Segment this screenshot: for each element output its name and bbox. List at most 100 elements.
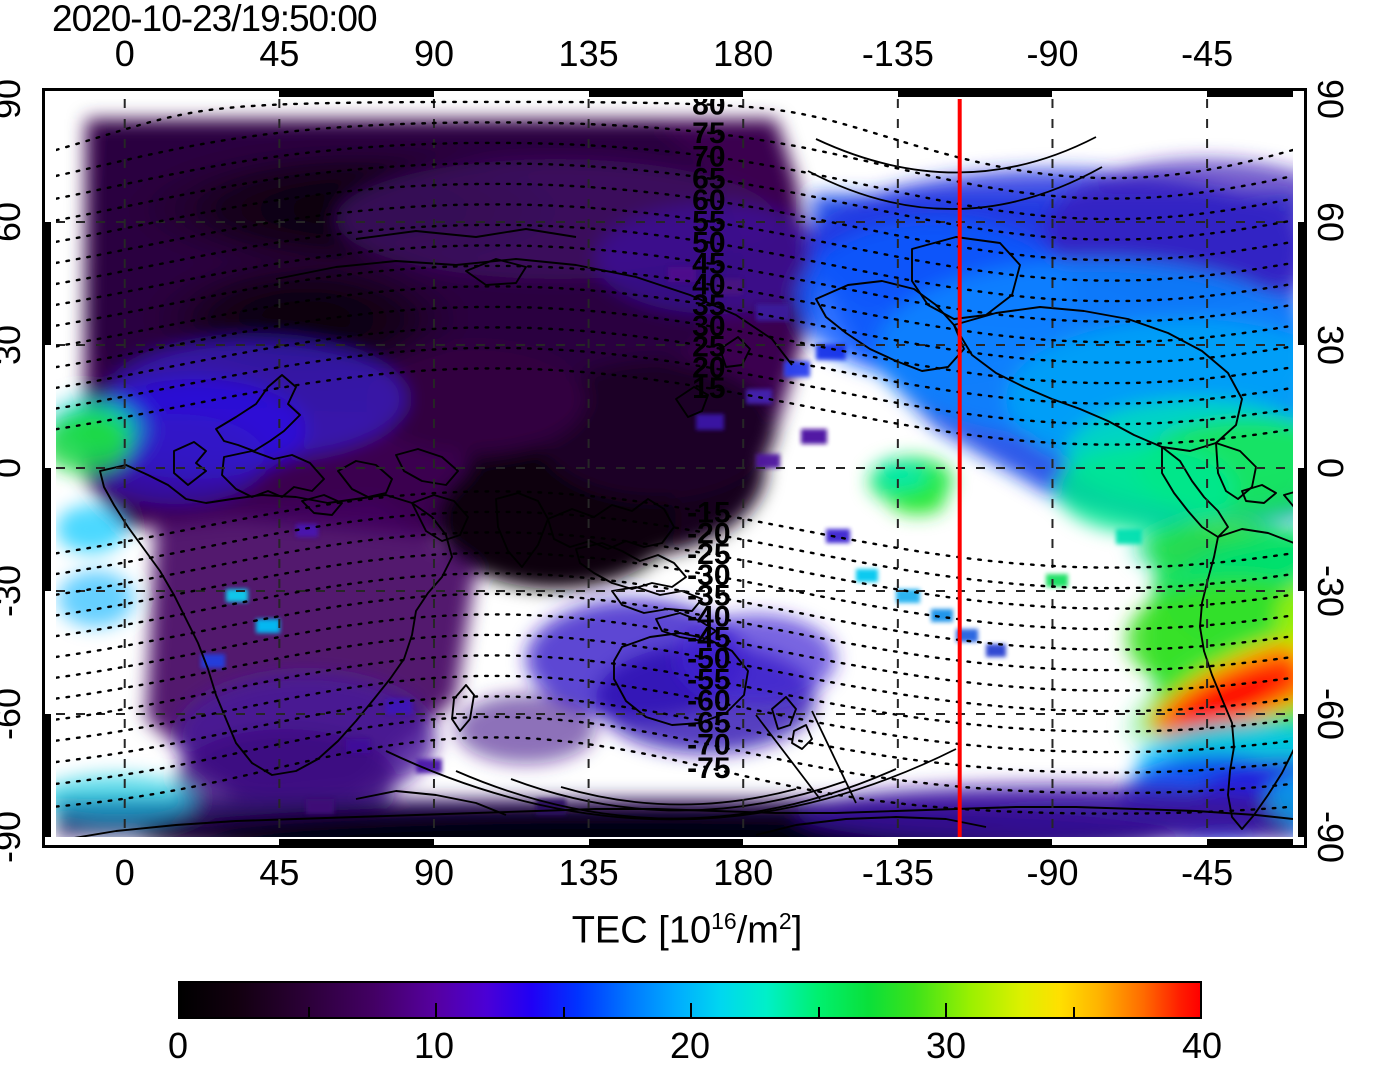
magnetic-contour-label: -70 xyxy=(687,728,730,761)
lon-tick-label-bot: 0 xyxy=(114,852,135,893)
magnetic-contour-label: -20 xyxy=(687,517,730,550)
lon-tick-label-bot: 180 xyxy=(713,852,774,893)
colorbar-major-tick xyxy=(945,1003,947,1017)
colorbar-minor-tick xyxy=(307,1007,310,1017)
magnetic-contour-label: 80 xyxy=(692,99,725,122)
magnetic-contour-label: -35 xyxy=(687,580,730,613)
magnetic-contour-label: 20 xyxy=(692,351,725,384)
lat-tick-label-left: -60 xyxy=(0,687,28,741)
colorbar-minor-tick xyxy=(1072,1007,1075,1017)
geographic-grid xyxy=(56,99,1293,837)
lon-tick-label-bot: 45 xyxy=(259,852,300,893)
axis-tick-band xyxy=(1207,839,1293,848)
coastlines xyxy=(74,228,1293,837)
magnetic-latitude-contours xyxy=(56,100,1293,815)
magnetic-contour-label: 60 xyxy=(692,184,725,217)
axis-tick-band xyxy=(42,714,51,837)
lat-tick-label-left: 0 xyxy=(0,458,28,478)
lon-tick-label-bot: 90 xyxy=(413,852,454,893)
axis-tick-band xyxy=(1298,222,1307,345)
colorbar-tick-label: 10 xyxy=(413,1025,455,1066)
colorbar-tick-label: 40 xyxy=(1181,1025,1223,1066)
axis-tick-band xyxy=(897,88,1053,97)
magnetic-contour-label: -45 xyxy=(687,621,730,654)
colorbar-axis-label: TEC [1016/m2] xyxy=(572,908,803,953)
colorbar-minor-tick xyxy=(562,1007,565,1017)
axis-tick-band xyxy=(279,839,434,848)
axis-tick-band xyxy=(897,839,1053,848)
lon-tick-label-top: -45 xyxy=(1181,33,1234,74)
axis-tick-band xyxy=(1207,88,1293,97)
lat-tick-label-right: -90 xyxy=(1310,810,1351,864)
map-plot-container: 80 75 70 65 60 55 50 45 40 35 30 25 20 15 -15 -20 -25 -30… xyxy=(42,88,1307,848)
magnetic-contour-label: -30 xyxy=(687,559,730,592)
lon-tick-label-top: 45 xyxy=(259,33,300,74)
lat-tick-label-right: 90 xyxy=(1310,78,1351,120)
magnetic-contour-label: 30 xyxy=(692,310,725,343)
colorbar-label-exponent: 16 xyxy=(711,908,737,934)
lon-tick-label-bot: -90 xyxy=(1026,852,1079,893)
axis-tick-band xyxy=(42,222,51,345)
magnetic-contour-label: 40 xyxy=(692,268,725,301)
colorbar-tick-label: 20 xyxy=(669,1025,711,1066)
colorbar-major-tick xyxy=(435,1003,437,1017)
lon-tick-label-bot: 135 xyxy=(558,852,619,893)
lon-tick-label-top: -90 xyxy=(1026,33,1079,74)
magnetic-contour-label: -75 xyxy=(687,752,730,785)
lat-tick-label-left: 90 xyxy=(0,78,28,120)
magnetic-contour-label: 25 xyxy=(692,331,725,364)
lon-tick-label-top: 90 xyxy=(413,33,454,74)
lon-tick-label-top: 180 xyxy=(713,33,774,74)
magnetic-contour-label: -50 xyxy=(687,642,730,675)
lat-tick-label-right: 60 xyxy=(1310,201,1351,243)
magnetic-contour-label: 70 xyxy=(692,140,725,173)
map-plot-area[interactable]: 80 75 70 65 60 55 50 45 40 35 30 25 20 15 -15 -20 -25 -30… xyxy=(56,99,1293,837)
axis-tick-band xyxy=(588,88,744,97)
magnetic-contour-label: -40 xyxy=(687,600,730,633)
lon-tick-label-bot: -45 xyxy=(1181,852,1234,893)
magnetic-contour-label: -25 xyxy=(687,538,730,571)
lat-tick-label-right: 30 xyxy=(1310,324,1351,366)
magnetic-contour-label: 45 xyxy=(692,247,725,280)
magnetic-contour-label: -65 xyxy=(687,706,730,739)
axis-tick-band xyxy=(588,839,744,848)
axis-tick-band xyxy=(1298,468,1307,591)
magnetic-contour-label: 75 xyxy=(692,117,725,150)
colorbar-label-prefix: TEC [10 xyxy=(571,909,712,952)
lat-tick-label-left: 60 xyxy=(0,201,28,243)
colorbar-label-close: ] xyxy=(791,909,803,952)
magnetic-contour-label: 35 xyxy=(692,289,725,322)
axis-tick-band xyxy=(1298,714,1307,837)
lon-tick-label-top: -135 xyxy=(861,33,934,74)
lon-tick-label-bot: -135 xyxy=(861,852,934,893)
magnetic-contour-label: -15 xyxy=(687,497,730,530)
lat-tick-label-left: -30 xyxy=(0,564,28,618)
colorbar-major-tick xyxy=(690,1003,692,1017)
page-title: 2020-10-23/19:50:00 xyxy=(52,0,378,39)
tec-field xyxy=(56,119,1293,837)
lat-tick-label-left: 30 xyxy=(0,324,28,366)
lat-tick-label-right: -30 xyxy=(1310,564,1351,618)
magnetic-contour-label: 50 xyxy=(692,226,725,259)
magnetic-contour-label: 15 xyxy=(692,372,725,405)
magnetic-contour-label: -60 xyxy=(687,685,730,718)
magnetic-contour-label: 55 xyxy=(692,205,725,238)
magnetic-contour-label: 65 xyxy=(692,162,725,195)
colorbar-tick-label: 0 xyxy=(167,1025,189,1066)
colorbar-tick-label: 30 xyxy=(925,1025,967,1066)
tec-sparse-cells xyxy=(201,267,1142,815)
lat-tick-label-right: -60 xyxy=(1310,687,1351,741)
axis-tick-band xyxy=(279,88,434,97)
lon-tick-label-top: 0 xyxy=(114,33,135,74)
lat-tick-label-left: -90 xyxy=(0,810,28,864)
colorbar[interactable] xyxy=(178,981,1202,1019)
colorbar-label-exponent2: 2 xyxy=(778,908,792,934)
colorbar-label-suffix: /m xyxy=(736,909,779,952)
axis-tick-band xyxy=(42,468,51,591)
magnetic-contour-label: -55 xyxy=(687,663,730,696)
lon-tick-label-top: 135 xyxy=(558,33,619,74)
colorbar-minor-tick xyxy=(817,1007,820,1017)
lat-tick-label-right: 0 xyxy=(1310,457,1351,479)
